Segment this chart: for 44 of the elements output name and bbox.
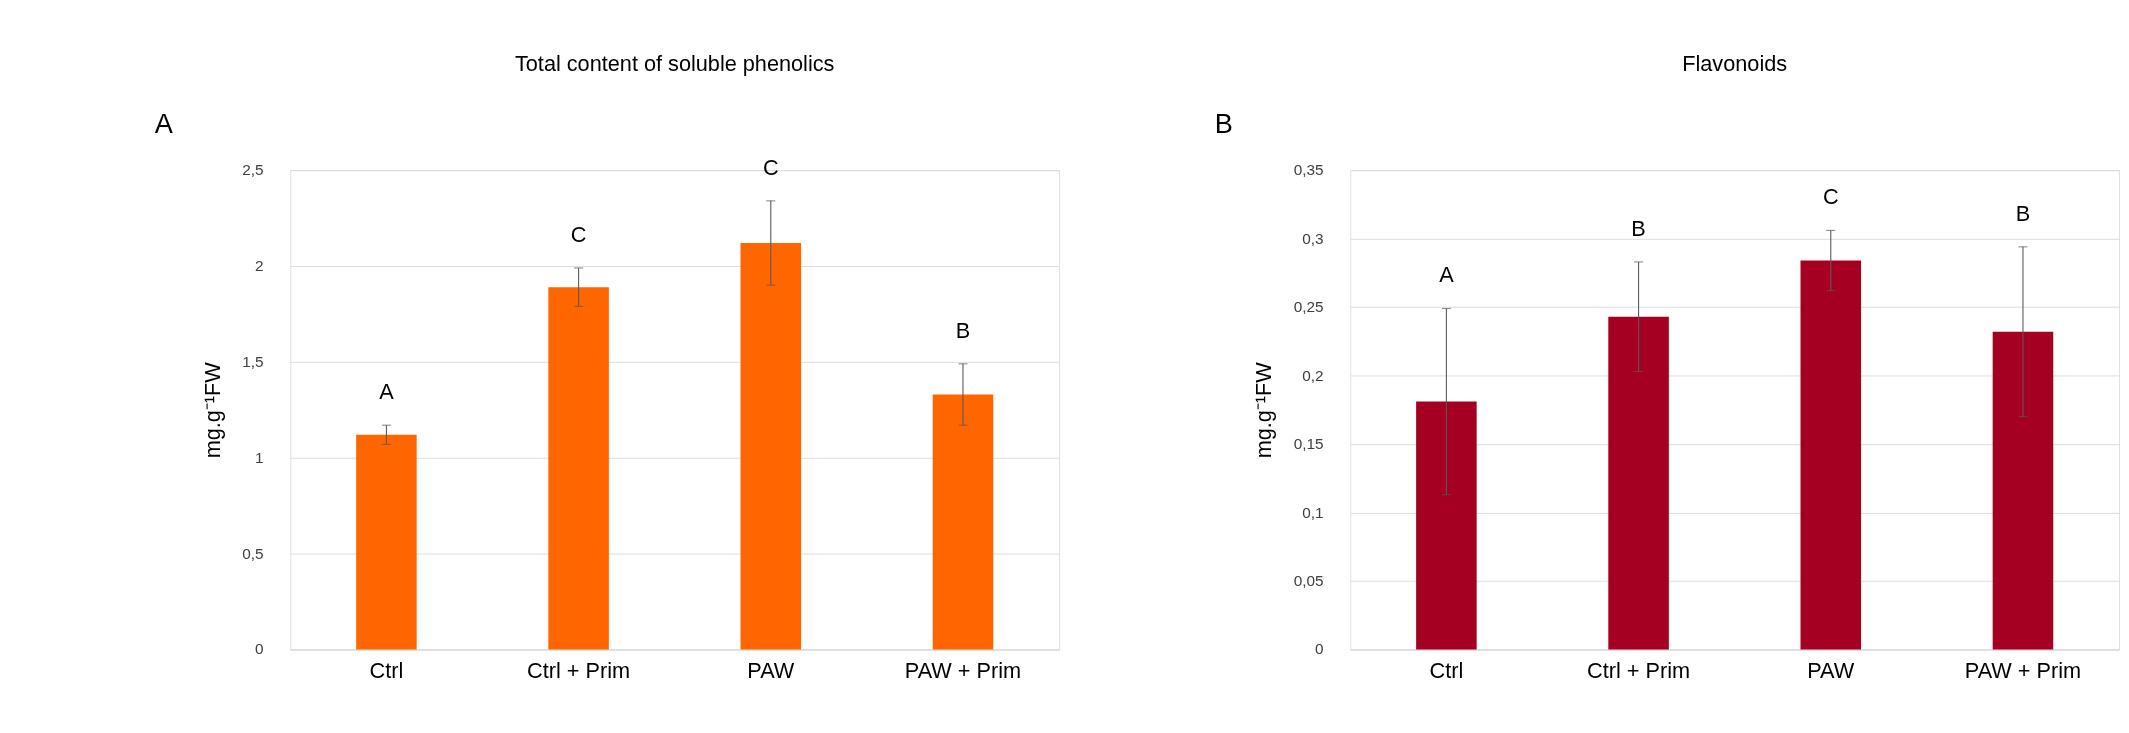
x-tick-label: PAW [1807, 658, 1855, 683]
text: B [1214, 108, 1233, 140]
y-tick-label: 0,1 [1302, 503, 1324, 521]
x-tick-label: Ctrl [1429, 658, 1464, 683]
y-axis-title: mg.g⁻¹FW [1251, 361, 1277, 459]
y-tick-label: 0,35 [1293, 161, 1324, 179]
bar [356, 434, 417, 650]
bar [1608, 316, 1669, 650]
y-tick-label: 0,2 [1302, 366, 1324, 384]
annotation: B [1631, 215, 1646, 241]
annotation: A [1439, 262, 1455, 288]
y-tick-label: 2,5 [242, 161, 264, 179]
annotation: C [1822, 184, 1839, 210]
bar [1800, 260, 1862, 650]
annotation: A [379, 378, 395, 404]
annotation: B [955, 317, 971, 343]
bar [932, 394, 994, 650]
annotation: C [762, 154, 779, 180]
y-tick-label: 2 [255, 257, 264, 275]
x-tick-label: PAW + Prim [1964, 658, 2082, 683]
bar [740, 243, 802, 650]
y-tick-label: 0 [255, 640, 264, 658]
text: A [154, 108, 174, 140]
y-tick-label: 0,5 [242, 544, 264, 562]
y-tick-label: 0 [1315, 640, 1324, 658]
chart-title: Flavonoids [1682, 50, 1788, 76]
bar [1416, 401, 1477, 650]
y-tick-label: 1,5 [242, 352, 264, 370]
bar [1992, 331, 2054, 650]
chart-title: Total content of soluble phenolics [514, 50, 835, 76]
x-tick-label: Ctrl + Prim [1587, 658, 1691, 683]
y-tick-label: 0,3 [1302, 229, 1324, 247]
x-tick-label: Ctrl [369, 658, 404, 683]
annotation: B [2015, 200, 2031, 226]
x-tick-label: Ctrl + Prim [527, 658, 631, 683]
x-tick-label: PAW + Prim [904, 658, 1022, 683]
y-tick-label: 0,25 [1293, 298, 1324, 316]
y-tick-label: 1 [255, 448, 264, 466]
bar [548, 287, 609, 650]
y-tick-label: 0,05 [1293, 572, 1324, 590]
y-tick-label: 0,15 [1293, 435, 1324, 453]
y-axis-title: mg.g⁻¹FW [199, 361, 225, 459]
x-tick-label: PAW [747, 658, 795, 683]
annotation: C [570, 221, 587, 247]
